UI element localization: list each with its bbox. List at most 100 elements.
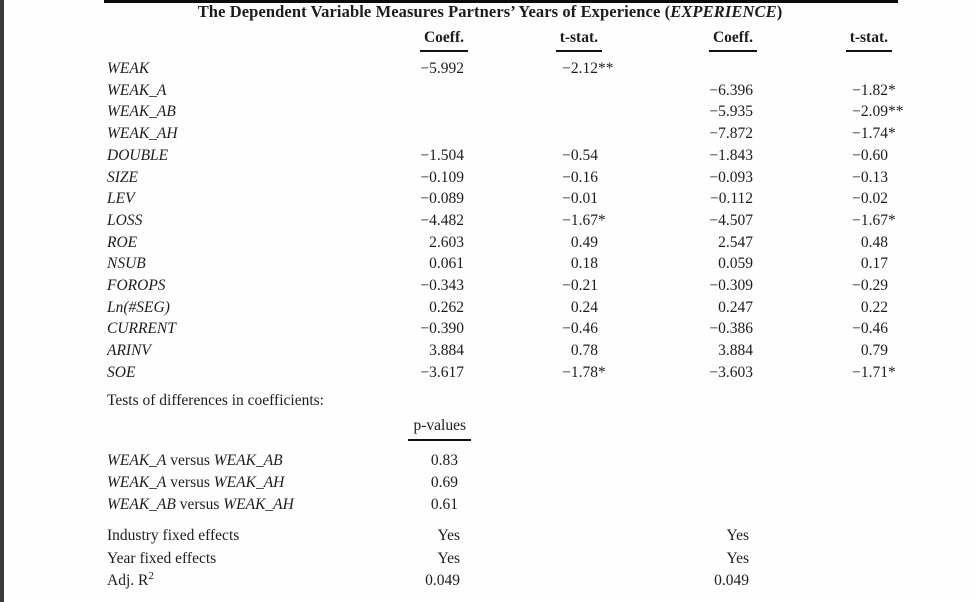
value-text: −4.507 xyxy=(709,211,753,229)
value-text: −7.872 xyxy=(709,125,753,143)
value-cell: −0.13 xyxy=(753,167,888,189)
value-text: −0.343 xyxy=(420,277,464,295)
value-cell: Yes xyxy=(364,548,464,570)
value-cell: −0.089 xyxy=(364,188,464,210)
summary-row-label: Adj. R2 xyxy=(107,569,154,589)
table-title: The Dependent Variable Measures Partners… xyxy=(4,2,976,22)
table-top-rule xyxy=(104,0,898,3)
variable-name: WEAK_A xyxy=(107,452,167,470)
value-cell: 0.061 xyxy=(364,253,464,275)
value-text: −0.46 xyxy=(562,320,598,338)
summary-row: Year fixed effects Yes Yes xyxy=(107,548,888,570)
value-text: −2.12 xyxy=(562,60,598,77)
variable-name: WEAK_AB xyxy=(107,495,176,513)
value-cell: 0.61 xyxy=(364,494,464,516)
column-header-row: Coeff. t-stat. Coeff. t-stat. xyxy=(107,22,892,58)
value-cell: 0.247 xyxy=(598,297,753,319)
value-text: −0.390 xyxy=(420,320,464,338)
p-values-spacer xyxy=(107,415,364,451)
value-text: 0.18 xyxy=(570,255,598,273)
value-text: Yes xyxy=(437,549,460,567)
value-text: −0.60 xyxy=(852,146,888,164)
test-row-label: WEAK_A versus WEAK_AH xyxy=(107,472,364,494)
value-text: 0.61 xyxy=(430,495,458,513)
value-text: −0.112 xyxy=(709,190,753,208)
row-label: LOSS xyxy=(107,211,143,229)
p-values-header-row: p-values xyxy=(107,415,888,451)
variable-name: WEAK_AB xyxy=(213,452,283,470)
row-label: WEAK_A xyxy=(107,81,167,99)
value-text: 0.78 xyxy=(570,342,598,360)
p-values-header-cell: p-values xyxy=(364,415,471,451)
value-cell: Yes xyxy=(364,525,464,547)
column-header-tstat2: t-stat. xyxy=(753,22,892,58)
value-text: −0.02 xyxy=(852,190,888,208)
summary-row: Adj. R2 0.049 0.049 xyxy=(107,570,888,592)
value-cell: 0.49 xyxy=(464,232,598,254)
value-text: 3.884 xyxy=(429,342,464,360)
value-text: −0.109 xyxy=(420,168,464,186)
value-text: −6.396 xyxy=(709,81,753,99)
value-cell: −0.46 xyxy=(753,318,888,340)
value-text: 0.69 xyxy=(430,473,458,491)
value-cell: 0.83 xyxy=(364,450,464,472)
value-cell: −6.396 xyxy=(598,80,753,102)
value-cell: −4.482 xyxy=(364,210,464,232)
value-cell: 0.24 xyxy=(464,297,598,319)
variable-name: WEAK_AH xyxy=(213,473,285,491)
table-row: WEAK_AH −7.872 −1.74* xyxy=(107,123,896,145)
test-row-label: WEAK_AB versus WEAK_AH xyxy=(107,494,364,516)
value-text: 0.48 xyxy=(860,233,888,251)
superscript: 2 xyxy=(148,569,154,582)
value-text: 0.059 xyxy=(718,255,753,273)
row-label: Ln(#SEG) xyxy=(107,298,170,316)
value-text: −4.482 xyxy=(420,211,464,229)
test-row: WEAK_AB versus WEAK_AH 0.61 xyxy=(107,494,888,516)
value-text: 0.247 xyxy=(718,298,753,316)
table-title-suffix: ) xyxy=(776,2,783,21)
value-cell: −0.46 xyxy=(464,318,598,340)
value-cell: 0.18 xyxy=(464,253,598,275)
value-text: −1.843 xyxy=(709,146,753,164)
value-cell: Yes xyxy=(598,525,753,547)
test-row-label: WEAK_A versus WEAK_AB xyxy=(107,450,364,472)
column-header-coeff1: Coeff. xyxy=(364,22,468,58)
value-text: 0.049 xyxy=(714,571,749,589)
tests-table: p-values WEAK_A versus WEAK_AB 0.83 WEAK_A… xyxy=(107,415,888,516)
value-text: −1.71 xyxy=(852,363,888,381)
value-text: 0.061 xyxy=(429,255,464,273)
value-text: −0.01 xyxy=(562,190,598,208)
value-text: −3.603 xyxy=(709,363,753,381)
value-cell: −0.093 xyxy=(598,167,753,189)
value-text: 2.603 xyxy=(429,233,464,251)
value-cell: 0.48 xyxy=(753,232,888,254)
versus-text: versus xyxy=(166,452,214,470)
value-text: Yes xyxy=(726,549,749,567)
value-text: 0.049 xyxy=(425,571,460,589)
value-text: −1.67 xyxy=(562,211,598,229)
value-cell: 0.049 xyxy=(364,570,464,592)
header-spacer xyxy=(107,22,364,58)
column-header-tstat1: t-stat. xyxy=(464,22,602,58)
value-cell xyxy=(464,80,598,102)
test-row: WEAK_A versus WEAK_AB 0.83 xyxy=(107,450,888,472)
row-label: NSUB xyxy=(107,255,146,273)
value-text: −0.13 xyxy=(852,168,888,186)
table-row: WEAK −5.992 −2.12** xyxy=(107,58,888,80)
value-cell: −3.603 xyxy=(598,362,753,384)
value-cell: −0.21 xyxy=(464,275,598,297)
summary-row-label: Industry fixed effects xyxy=(107,527,240,545)
summary-table: Industry fixed effects Yes Yes Year fixed e… xyxy=(107,525,888,592)
value-cell: −3.617 xyxy=(364,362,464,384)
value-cell: −0.01 xyxy=(464,188,598,210)
value-text: −1.67 xyxy=(852,211,888,229)
value-text: −2.09 xyxy=(852,103,888,121)
value-text: −3.617 xyxy=(420,363,464,381)
row-label: WEAK_AB xyxy=(107,103,176,121)
value-cell xyxy=(753,58,888,80)
versus-text: versus xyxy=(175,495,224,513)
value-cell: Yes xyxy=(598,548,753,570)
value-cell: 0.17 xyxy=(753,253,888,275)
column-header-coeff2: Coeff. xyxy=(598,22,757,58)
row-label: WEAK_AH xyxy=(107,125,178,143)
